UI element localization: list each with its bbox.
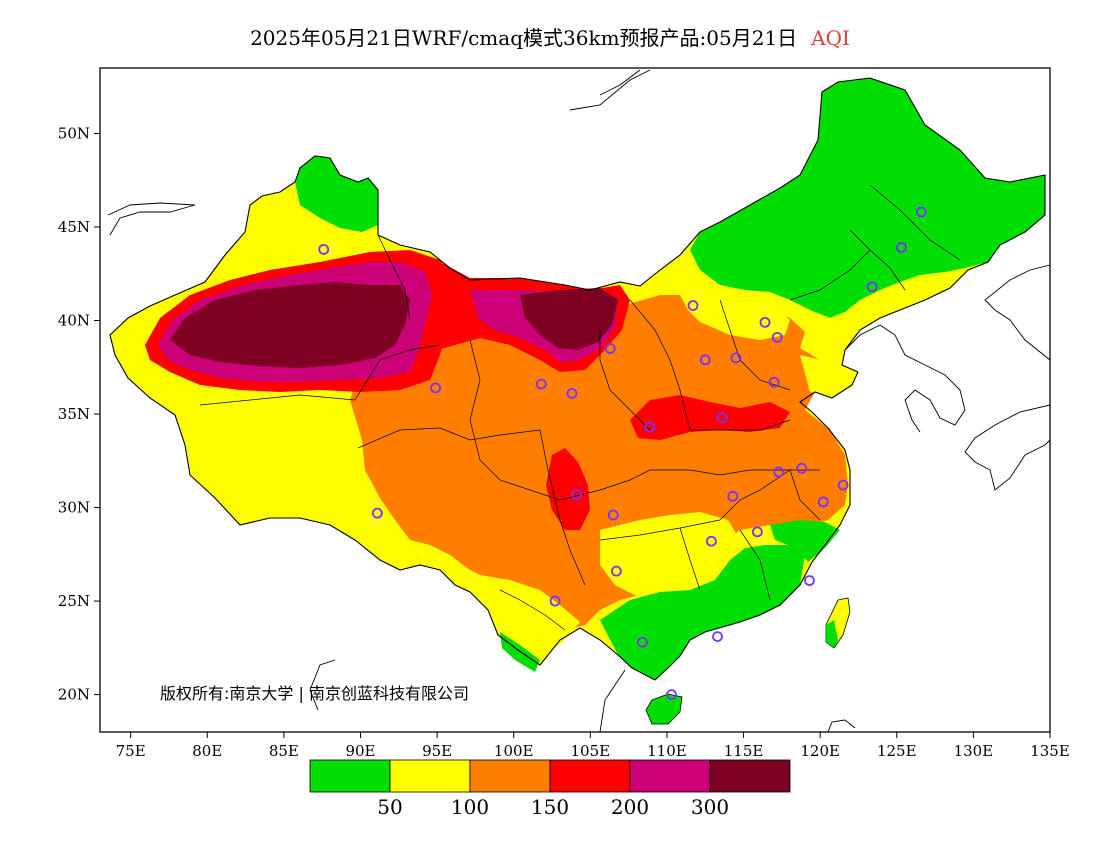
aqi-zone-yellow-shandong	[800, 355, 858, 396]
station-marker	[771, 331, 783, 343]
aqi-zone-yellow-west	[180, 388, 410, 555]
lon-tick-label: 85E	[269, 742, 299, 760]
station-marker	[759, 316, 771, 328]
lon-tick-label: 90E	[345, 742, 375, 760]
station-marker	[637, 636, 648, 648]
latitude-axis: 20N 25N 30N 35N 40N 45N 50N	[58, 124, 100, 704]
station-marker	[866, 281, 878, 293]
aqi-zone-red-central	[630, 395, 790, 440]
pollutant-label: AQI	[811, 26, 850, 50]
station-marker	[666, 689, 677, 700]
lon-tick-label: 75E	[116, 742, 146, 760]
lon-tick-label: 125E	[877, 742, 917, 760]
hainan-island	[645, 693, 683, 725]
lon-tick-label: 135E	[1030, 742, 1070, 760]
aqi-zone-orange	[350, 290, 848, 630]
lon-tick-label: 105E	[571, 742, 611, 760]
aqi-zone-yellow-south	[600, 512, 740, 605]
lon-tick-label: 110E	[647, 742, 687, 760]
china-border	[109, 77, 1046, 681]
lat-tick-label: 25N	[58, 592, 90, 610]
lat-tick-label: 45N	[58, 218, 90, 236]
lat-tick-label: 35N	[58, 405, 90, 423]
legend-swatch	[709, 759, 791, 793]
station-marker	[712, 631, 723, 643]
station-marker	[318, 244, 330, 255]
monitoring-stations	[318, 206, 927, 700]
legend-swatch	[309, 759, 391, 793]
aqi-zone-green-altay	[295, 156, 378, 232]
station-marker	[796, 462, 808, 474]
station-marker	[371, 507, 383, 519]
station-marker	[549, 595, 561, 607]
station-marker	[566, 388, 578, 399]
taiwan-coast-green	[826, 620, 838, 648]
station-marker	[804, 575, 815, 586]
copyright-text: 版权所有:南京大学 | 南京创蓝科技有限公司	[160, 684, 469, 703]
station-marker	[915, 206, 927, 218]
legend-swatch	[629, 759, 711, 793]
lon-tick-label: 120E	[800, 742, 840, 760]
station-marker	[607, 509, 619, 521]
station-marker	[817, 496, 829, 508]
lon-tick-label: 80E	[192, 742, 222, 760]
lat-tick-label: 30N	[58, 499, 90, 517]
legend-swatch	[549, 759, 631, 793]
station-marker	[837, 479, 849, 491]
aqi-zone-maroon-taklimakan	[170, 282, 410, 368]
neighbor-coastlines	[107, 69, 1050, 732]
station-marker	[730, 352, 742, 364]
legend-label: 200	[611, 795, 649, 819]
legend-swatch	[469, 759, 551, 793]
aqi-zone-green-southeast	[770, 520, 840, 562]
legend-label: 100	[451, 795, 489, 819]
aqi-zone-green-south	[600, 545, 805, 680]
aqi-zone-yellow-yunnan	[478, 575, 580, 660]
legend-label: 50	[377, 795, 402, 819]
station-marker	[705, 535, 717, 547]
legend-swatch	[389, 759, 471, 793]
station-marker	[644, 421, 656, 433]
lon-tick-label: 100E	[494, 742, 534, 760]
station-marker	[773, 466, 785, 478]
station-marker	[751, 526, 763, 538]
province-borders	[199, 184, 961, 631]
station-marker	[430, 382, 441, 394]
station-marker	[687, 300, 699, 311]
lon-tick-label: 95E	[422, 742, 452, 760]
aqi-legend: 50 100 150 200 300	[309, 759, 791, 819]
aqi-zone-green-northeast	[690, 78, 1045, 318]
lon-tick-label: 130E	[954, 742, 994, 760]
station-marker	[716, 412, 728, 424]
lon-tick-label: 115E	[724, 742, 764, 760]
aqi-zone-maroon-alxa	[520, 288, 618, 350]
station-marker	[768, 376, 780, 388]
lat-tick-label: 20N	[58, 686, 90, 704]
legend-label: 300	[691, 795, 729, 819]
station-marker	[699, 354, 711, 366]
title-text: 2025年05月21日WRF/cmaq模式36km预报产品:05月21日	[250, 26, 798, 50]
longitude-axis: 75E 80E 85E 90E 95E 100E 105E 110E 115E 120E 125E 1…	[116, 732, 1070, 760]
lat-tick-label: 50N	[58, 124, 90, 142]
station-marker	[895, 242, 907, 253]
station-marker	[604, 343, 616, 354]
station-marker	[610, 565, 622, 577]
station-marker	[727, 490, 739, 502]
station-marker	[535, 378, 547, 390]
legend-label: 150	[531, 795, 569, 819]
lat-tick-label: 40N	[58, 312, 90, 330]
map-title: 2025年05月21日WRF/cmaq模式36km预报产品:05月21日 AQI	[0, 22, 1100, 51]
station-marker	[571, 489, 582, 500]
aqi-zone-red-sichuan	[546, 448, 590, 530]
